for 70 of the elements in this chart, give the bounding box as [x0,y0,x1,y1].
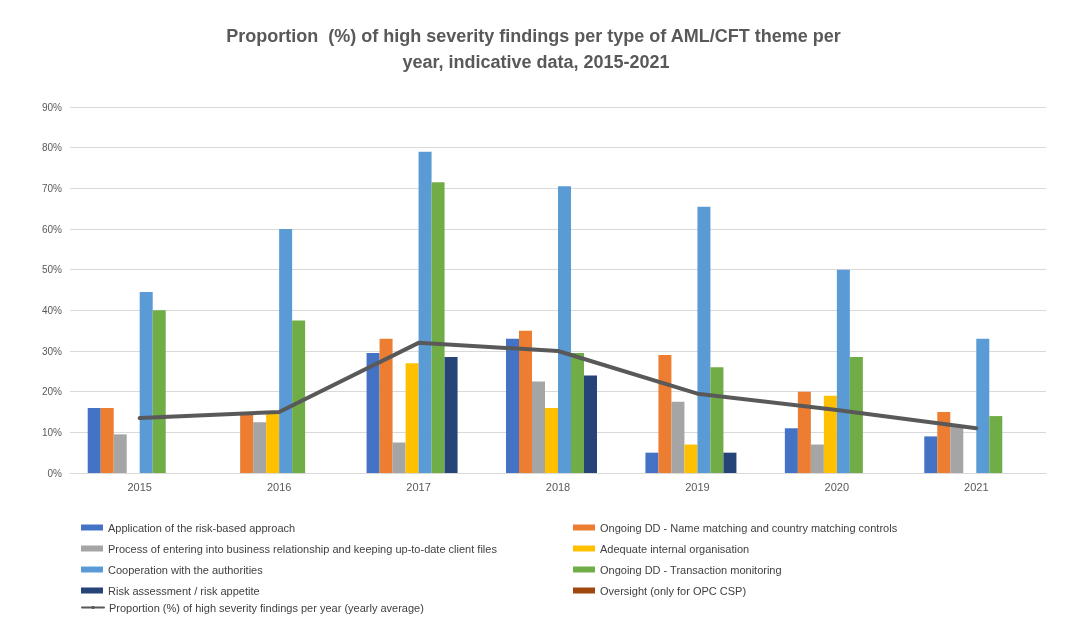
bar [976,338,990,473]
bar [113,434,127,473]
y-tick-label: 40% [41,304,63,316]
x-tick-label: 2016 [266,480,292,493]
bar [937,412,951,473]
bar [784,428,798,473]
y-tick-label: 80% [41,142,63,154]
bar [506,338,519,473]
x-tick-label: 2020 [824,480,850,493]
y-tick-label: 60% [41,223,63,235]
bar [100,407,114,473]
bar [87,407,101,473]
bar [545,407,558,473]
bar [519,330,532,473]
bar [405,363,419,473]
legend-label: Process of entering into business relationship and keeping up-to-date client files [108,542,498,555]
bar [584,375,597,473]
bar [684,444,698,473]
bar [658,355,672,473]
bar [571,353,584,473]
bar [810,444,824,473]
x-tick-label: 2015 [127,480,152,493]
y-tick-label: 50% [41,264,63,276]
bar [710,367,724,473]
y-tick-label: 90% [41,101,63,113]
bar [924,436,938,473]
bar [823,395,837,473]
legend-label: Adequate internal organisation [600,542,750,555]
bar [671,401,685,473]
bar [797,391,811,473]
y-tick-label: 0% [47,467,63,479]
bar [379,338,393,473]
bar [532,381,545,473]
x-tick-label: 2019 [685,480,710,493]
bar [418,151,432,473]
legend-label: Ongoing DD - Name matching and country matching controls [600,521,898,534]
x-tick-label: 2018 [545,480,571,493]
x-tick-label: 2021 [964,480,989,493]
legend-label: Oversight (only for OPC CSP) [600,584,747,597]
bar [279,229,293,473]
bar [836,269,850,473]
bar [152,310,166,473]
bar [266,412,280,473]
y-tick-label: 30% [41,345,63,357]
y-tick-label: 10% [41,426,63,438]
bar [366,353,380,473]
legend-label: Proportion (%) of high severity findings per year (yearly average) [109,601,424,614]
bar [989,416,1003,473]
bar [139,292,153,473]
bar [253,422,267,473]
bar [392,442,406,473]
bar [240,412,254,473]
y-tick-label: 20% [41,386,63,398]
bar [444,357,458,473]
bar [697,206,711,473]
line-series [137,340,979,431]
bar [558,186,571,473]
legend-label: Risk assessment / risk appetite [108,584,260,597]
bar [292,320,306,473]
bar [723,452,737,473]
legend-label: Ongoing DD - Transaction monitoring [600,563,782,576]
bar [950,426,964,473]
legend-label: Cooperation with the authorities [108,563,264,576]
y-tick-label: 70% [41,182,63,194]
legend-label: Application of the risk-based approach [108,521,296,534]
chart-title: Proportion (%) of high severity findings per type of AML/CFT theme per year, indicative data, 2015-2021 [226,26,846,72]
bar [431,182,445,473]
bar [645,452,659,473]
x-tick-label: 2017 [406,480,431,493]
bar [849,357,863,473]
